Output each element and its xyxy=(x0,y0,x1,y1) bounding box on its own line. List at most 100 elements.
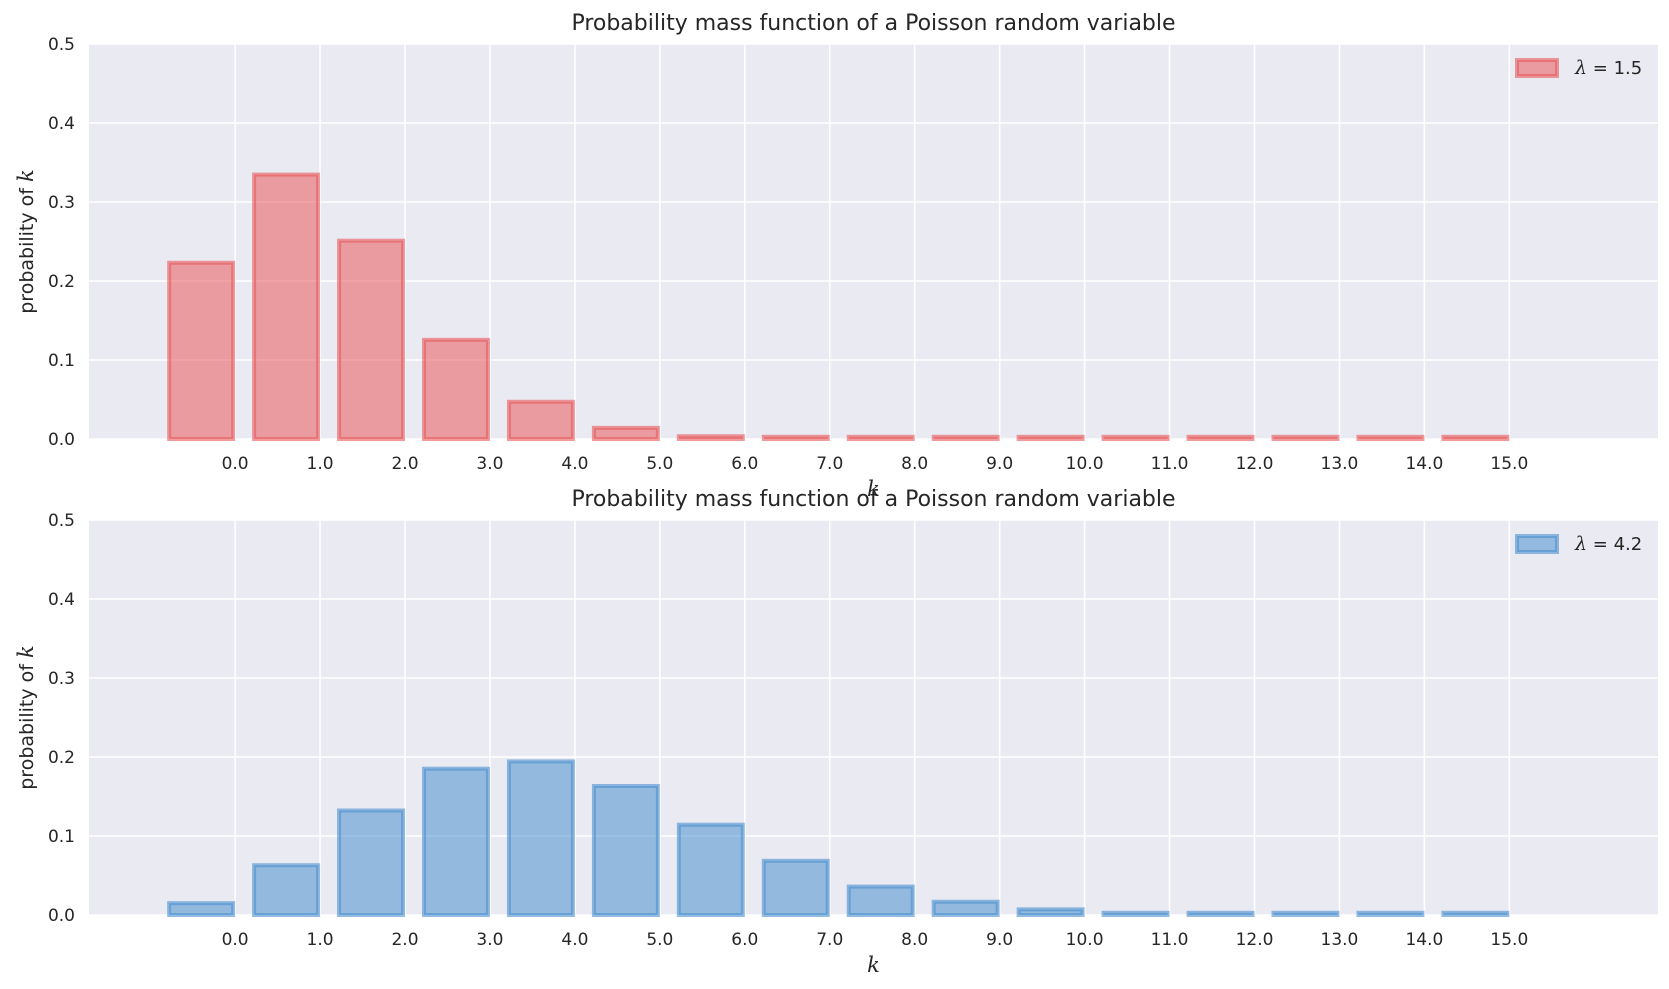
y-tick-label: 0.2 xyxy=(48,272,75,292)
bar-k-14 xyxy=(1356,910,1425,918)
bar-k-0 xyxy=(167,260,236,441)
bar-k-5 xyxy=(591,783,660,917)
x-tick-label: 13.0 xyxy=(1321,454,1359,474)
y-tick-label: 0.2 xyxy=(48,748,75,768)
legend-label: λ = 1.5 xyxy=(1574,57,1642,79)
x-tick-label: 9.0 xyxy=(986,454,1013,474)
bar-k-13 xyxy=(1271,434,1340,441)
x-tick-label: 6.0 xyxy=(731,930,758,950)
grid-lines xyxy=(89,519,1658,916)
chart-title: Probability mass function of a Poisson r… xyxy=(571,11,1175,36)
x-tick-label: 8.0 xyxy=(901,454,928,474)
x-tick-label: 14.0 xyxy=(1405,930,1443,950)
bar-k-1 xyxy=(252,863,321,917)
y-tick-label: 0.1 xyxy=(48,827,75,847)
x-tick-label: 13.0 xyxy=(1321,930,1359,950)
bar-k-10 xyxy=(1016,434,1085,441)
x-tick-label: 9.0 xyxy=(986,930,1013,950)
x-tick-label: 7.0 xyxy=(816,930,843,950)
x-tick-label: 2.0 xyxy=(391,454,418,474)
chart-title: Probability mass function of a Poisson r… xyxy=(571,487,1175,512)
x-tick-label: 10.0 xyxy=(1066,454,1104,474)
x-tick-label: 8.0 xyxy=(901,930,928,950)
y-axis-label: probability of k xyxy=(14,169,38,314)
x-tick-label: 11.0 xyxy=(1151,930,1189,950)
bar-k-1 xyxy=(252,172,321,441)
bar-k-7 xyxy=(761,434,830,441)
x-tick-label: 3.0 xyxy=(476,454,503,474)
x-tick-label: 7.0 xyxy=(816,454,843,474)
x-tick-label: 0.0 xyxy=(222,454,249,474)
x-tick-label: 5.0 xyxy=(646,454,673,474)
plot-area xyxy=(89,520,1658,915)
bar-k-11 xyxy=(1101,910,1170,918)
y-axis-label-text: probability of xyxy=(16,182,38,314)
x-tick-label: 6.0 xyxy=(731,454,758,474)
bar-k-3 xyxy=(421,766,490,918)
bar-k-3 xyxy=(421,337,490,442)
bar-k-4 xyxy=(506,759,575,918)
bar-k-14 xyxy=(1356,434,1425,441)
y-tick-label: 0.4 xyxy=(48,114,75,134)
x-tick-label: 14.0 xyxy=(1405,454,1443,474)
x-tick-label: 11.0 xyxy=(1151,454,1189,474)
legend-label: λ = 4.2 xyxy=(1574,533,1642,555)
y-tick-label: 0.5 xyxy=(48,511,75,531)
y-tick-label: 0.3 xyxy=(48,669,75,689)
bar-k-12 xyxy=(1186,910,1255,918)
x-tick-label: 10.0 xyxy=(1066,930,1104,950)
legend-symbol: λ xyxy=(1574,533,1587,555)
chart-panel-2: λ = 4.2 0.0 0.1 0.2 0.3 0.4 0.5 0.0 1.0 2.0 3.0 4.0… xyxy=(14,487,1658,977)
bar-k-4 xyxy=(506,399,575,441)
bar-k-6 xyxy=(676,434,745,441)
x-axis-label: k xyxy=(867,477,880,501)
x-tick-label: 3.0 xyxy=(476,930,503,950)
bar-k-12 xyxy=(1186,434,1255,441)
x-tick-label: 4.0 xyxy=(561,930,588,950)
x-tick-label: 0.0 xyxy=(222,930,249,950)
chart-panel-1: λ = 1.5 0.0 0.1 0.2 0.3 0.4 0.5 0.0 1.0 2.0 3.0 4.0… xyxy=(14,11,1658,501)
y-tick-label: 0.0 xyxy=(48,430,75,450)
bar-k-6 xyxy=(676,822,745,917)
y-axis-label-var: k xyxy=(14,169,38,182)
legend-swatch xyxy=(1515,534,1559,554)
bar-k-0 xyxy=(167,901,236,918)
bar-k-8 xyxy=(846,884,915,917)
y-tick-label: 0.1 xyxy=(48,351,75,371)
y-tick-label: 0.4 xyxy=(48,590,75,610)
bar-k-2 xyxy=(337,808,406,917)
bar-k-7 xyxy=(761,858,830,918)
x-tick-label: 1.0 xyxy=(307,930,334,950)
legend-value: = 1.5 xyxy=(1587,58,1642,79)
x-axis-label: k xyxy=(867,953,880,977)
bar-series xyxy=(167,759,1510,918)
plot-area xyxy=(89,44,1658,439)
x-tick-label: 12.0 xyxy=(1236,454,1274,474)
legend-symbol: λ xyxy=(1574,57,1587,79)
y-axis-label-var: k xyxy=(14,645,38,658)
bar-k-5 xyxy=(591,425,660,441)
bar-k-2 xyxy=(337,238,406,441)
bar-k-9 xyxy=(931,434,1000,441)
x-tick-label: 1.0 xyxy=(307,454,334,474)
bar-k-9 xyxy=(931,899,1000,918)
x-tick-label: 12.0 xyxy=(1236,930,1274,950)
bar-k-13 xyxy=(1271,910,1340,918)
y-tick-label: 0.0 xyxy=(48,906,75,926)
bar-k-11 xyxy=(1101,434,1170,441)
bar-series xyxy=(167,172,1510,442)
y-tick-label: 0.3 xyxy=(48,193,75,213)
legend-swatch xyxy=(1515,58,1559,78)
bar-k-15 xyxy=(1441,910,1510,918)
x-tick-label: 4.0 xyxy=(561,454,588,474)
legend-value: = 4.2 xyxy=(1587,534,1642,555)
x-tick-label: 2.0 xyxy=(391,930,418,950)
y-tick-label: 0.5 xyxy=(48,35,75,55)
y-axis-label: probability of k xyxy=(14,645,38,790)
y-axis-label-text: probability of xyxy=(16,658,38,790)
bar-k-10 xyxy=(1016,907,1085,917)
x-tick-label: 15.0 xyxy=(1490,930,1528,950)
bar-k-15 xyxy=(1441,434,1510,441)
x-tick-label: 15.0 xyxy=(1490,454,1528,474)
